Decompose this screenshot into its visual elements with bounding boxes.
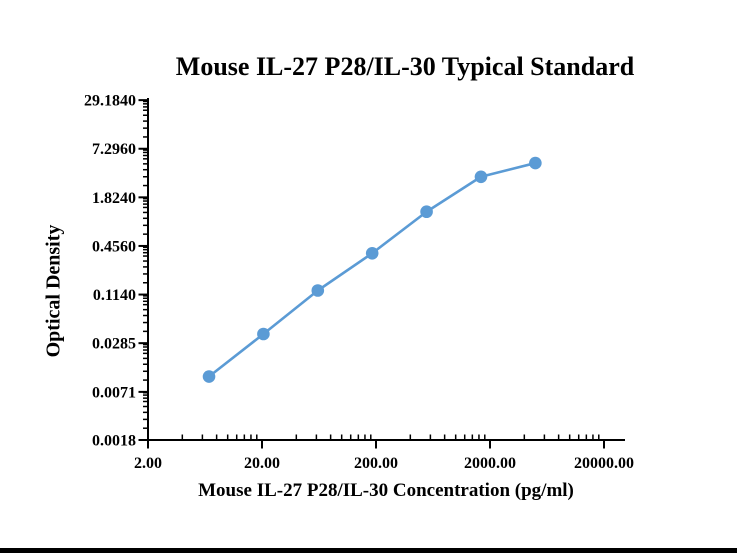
bottom-border bbox=[0, 548, 737, 553]
x-tick-label: 20000.00 bbox=[574, 455, 634, 472]
y-tick-label: 7.2960 bbox=[92, 141, 136, 158]
data-point-marker bbox=[420, 205, 433, 219]
x-tick-label: 200.00 bbox=[354, 455, 398, 472]
y-tick-label: 0.0071 bbox=[92, 384, 136, 401]
y-tick-label: 0.0018 bbox=[92, 433, 136, 450]
x-axis-title: Mouse IL-27 P28/IL-30 Concentration (pg/… bbox=[198, 480, 574, 501]
x-tick-label: 2.00 bbox=[134, 455, 162, 472]
x-tick-label: 20.00 bbox=[244, 455, 280, 472]
y-tick-label: 0.0285 bbox=[92, 336, 136, 353]
data-point-marker bbox=[529, 156, 542, 170]
standard-curve-line bbox=[207, 161, 537, 378]
y-tick-label: 0.4560 bbox=[92, 238, 136, 255]
data-point-marker bbox=[311, 284, 325, 297]
chart-title: Mouse IL-27 P28/IL-30 Typical Standard bbox=[175, 52, 635, 81]
y-tick-label: 0.1140 bbox=[93, 287, 136, 304]
x-tick-label: 2000.00 bbox=[464, 455, 516, 472]
data-point-marker bbox=[257, 327, 270, 341]
data-point-marker bbox=[474, 170, 488, 184]
data-point-marker bbox=[202, 370, 216, 383]
y-tick-label: 1.8240 bbox=[92, 190, 136, 207]
y-tick-label: 29.1840 bbox=[84, 93, 136, 110]
data-point-marker bbox=[365, 246, 379, 260]
